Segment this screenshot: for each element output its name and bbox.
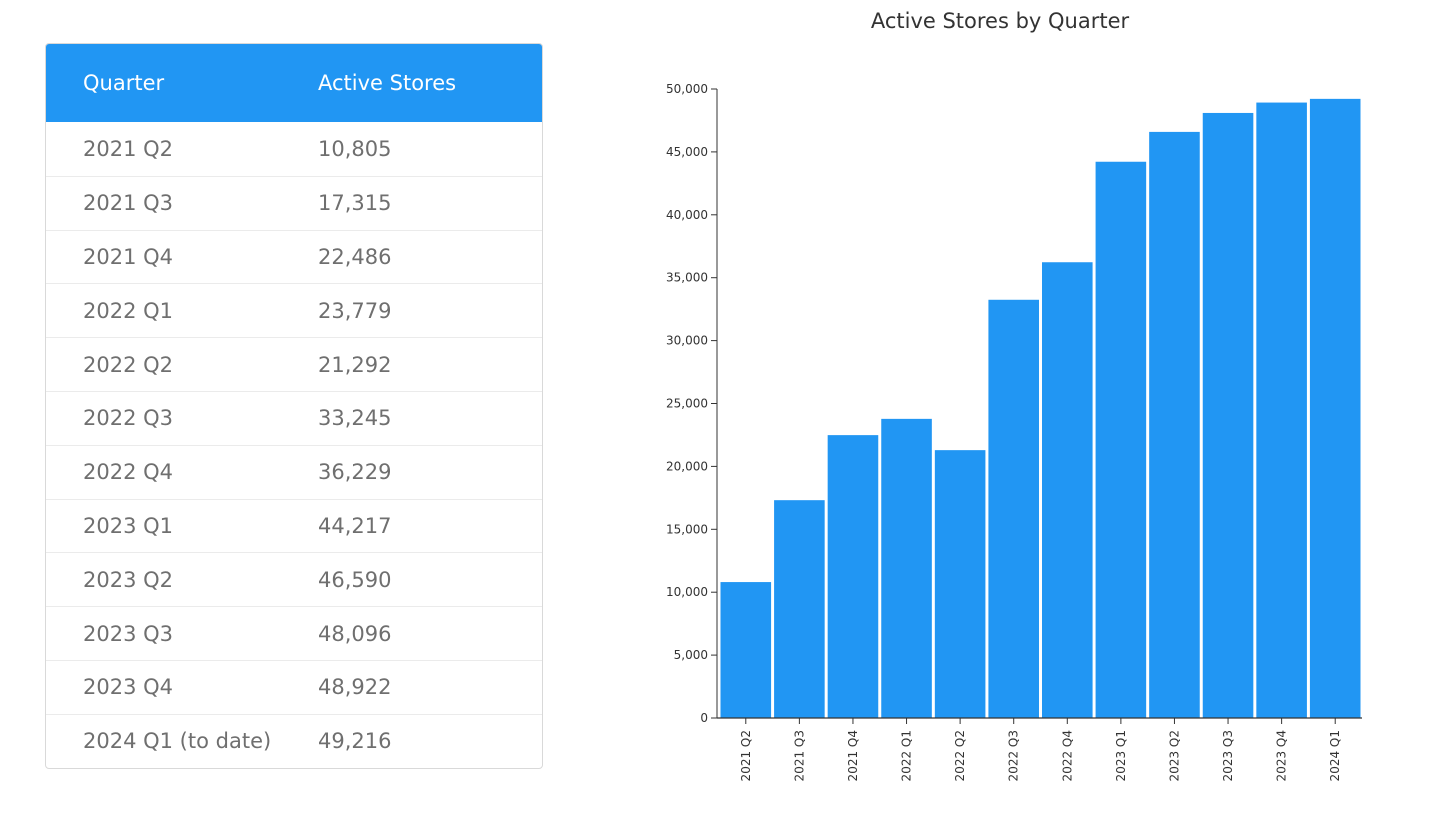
table-row: 2023 Q3 48,096: [46, 606, 542, 660]
bar: [1202, 112, 1254, 718]
y-tick-label: 15,000: [666, 522, 708, 536]
cell-active-stores: 33,245: [318, 406, 392, 431]
cell-quarter: 2023 Q2: [83, 567, 174, 592]
y-tick-label: 0: [700, 711, 708, 725]
cell-active-stores: 48,922: [318, 675, 392, 700]
y-tick-label: 25,000: [666, 397, 708, 411]
bar: [988, 299, 1039, 718]
table-row: 2022 Q2 21,292: [46, 337, 542, 391]
header-active-stores: Active Stores: [318, 71, 457, 95]
cell-quarter: 2023 Q3: [83, 621, 174, 646]
table-row: 2024 Q1 (to date) 49,216: [46, 713, 542, 768]
cell-active-stores: 36,229: [318, 460, 392, 485]
table-row: 2023 Q4 48,922: [46, 659, 542, 714]
cell-quarter: 2021 Q4: [83, 244, 174, 269]
y-tick-label: 5,000: [674, 648, 708, 662]
x-tick-label: 2022 Q4: [1060, 730, 1074, 781]
cell-active-stores: 22,486: [318, 244, 392, 269]
x-tick-label: 2023 Q1: [1114, 730, 1128, 781]
y-tick-label: 40,000: [666, 208, 708, 222]
bar: [720, 582, 772, 718]
cell-active-stores: 44,217: [318, 513, 392, 538]
table-header: Quarter Active Stores: [46, 44, 542, 122]
cell-active-stores: 48,096: [318, 621, 392, 646]
x-tick-label: 2022 Q1: [900, 730, 914, 781]
bar: [1149, 131, 1200, 718]
cell-quarter: 2024 Q1 (to date): [83, 729, 272, 754]
cell-active-stores: 46,590: [318, 567, 392, 592]
x-tick-label: 2023 Q2: [1167, 730, 1181, 781]
bar: [881, 418, 932, 718]
x-tick-label: 2023 Q4: [1275, 730, 1289, 781]
cell-active-stores: 21,292: [318, 352, 392, 377]
bar: [1309, 98, 1361, 718]
x-tick-label: 2023 Q3: [1221, 730, 1235, 781]
bar-chart: 0 5,000 10,000 15,000 20,000 25,000 30,000 35,0…: [666, 82, 1362, 781]
cell-active-stores: 10,805: [318, 136, 392, 161]
cell-active-stores: 17,315: [318, 191, 392, 216]
cell-quarter: 2023 Q1: [83, 513, 174, 538]
cell-quarter: 2022 Q2: [83, 352, 174, 377]
y-tick-label: 30,000: [666, 334, 708, 348]
x-tick-label: 2022 Q2: [953, 730, 967, 781]
x-tick-label: 2024 Q1: [1328, 730, 1342, 781]
bar: [774, 500, 825, 718]
y-tick-label: 20,000: [666, 459, 708, 473]
cell-quarter: 2021 Q2: [83, 136, 174, 161]
cell-quarter: 2021 Q3: [83, 191, 174, 216]
cell-active-stores: 49,216: [318, 729, 392, 754]
cell-quarter: 2023 Q4: [83, 675, 174, 700]
table-row: 2022 Q4 36,229: [46, 444, 542, 499]
x-tick-label: 2021 Q4: [846, 730, 860, 781]
table-row: 2022 Q3 33,245: [46, 390, 542, 445]
x-tick-label: 2021 Q3: [792, 730, 806, 781]
y-tick-label: 10,000: [666, 585, 708, 599]
bar: [1042, 262, 1093, 718]
bar: [1256, 102, 1307, 719]
table-row: 2021 Q2 10,805: [46, 122, 542, 176]
x-tick-label: 2021 Q2: [739, 730, 753, 781]
chart-title: Active Stores by Quarter: [870, 9, 1130, 33]
table-row: 2021 Q4 22,486: [46, 229, 542, 284]
header-quarter: Quarter: [83, 71, 165, 95]
table-body: 2021 Q2 10,805 2021 Q3 17,315 2021 Q4 22,486 2…: [46, 122, 542, 768]
cell-quarter: 2022 Q3: [83, 406, 174, 431]
y-tick-label: 45,000: [666, 145, 708, 159]
bar: [934, 450, 986, 718]
cell-quarter: 2022 Q4: [83, 460, 174, 485]
y-tick-label: 35,000: [666, 271, 708, 285]
table-row: 2023 Q1 44,217: [46, 498, 542, 553]
cell-active-stores: 23,779: [318, 298, 392, 323]
table-row: 2022 Q1 23,779: [46, 283, 542, 337]
bar: [1095, 161, 1147, 719]
data-table: Quarter Active Stores 2021 Q2 10,805 2021 …: [45, 43, 543, 769]
table-row: 2021 Q3 17,315: [46, 175, 542, 230]
table-row: 2023 Q2 46,590: [46, 552, 542, 606]
bar: [827, 435, 879, 718]
chart-container: Active Stores by Quarter 0 5,000 10,000 15,…: [600, 0, 1429, 815]
y-tick-label: 50,000: [666, 82, 708, 96]
x-tick-label: 2022 Q3: [1007, 730, 1021, 781]
cell-quarter: 2022 Q1: [83, 298, 174, 323]
